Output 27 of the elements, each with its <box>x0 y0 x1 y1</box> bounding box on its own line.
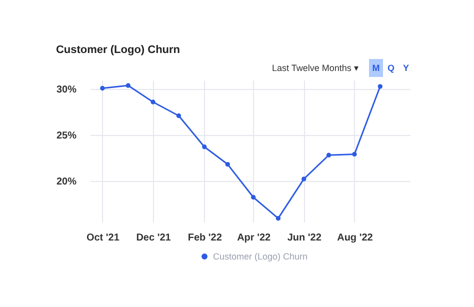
point <box>126 83 130 88</box>
y-tick-label: 20% <box>56 176 77 188</box>
point <box>100 86 105 91</box>
point <box>150 100 156 104</box>
x-tick-label: Jun '22 <box>287 232 322 244</box>
legend-label: Customer (Logo) Churn <box>213 252 308 262</box>
point <box>326 152 332 158</box>
x-tick-label: Aug '22 <box>337 232 374 244</box>
point <box>225 162 230 167</box>
y-tick-label: 30% <box>56 84 77 96</box>
point <box>176 113 182 118</box>
text: Y <box>402 63 410 73</box>
point <box>302 176 306 182</box>
x-tick-label: Apr '22 <box>237 232 271 244</box>
x-tick-label: Oct '21 <box>86 232 120 244</box>
x-tick-label: Dec '21 <box>136 232 172 244</box>
point <box>250 194 256 200</box>
point <box>378 84 382 89</box>
text: Last Twelve Months ▾ <box>272 63 359 73</box>
point <box>352 152 357 157</box>
x-tick-label: Feb '22 <box>188 232 222 244</box>
text: M <box>372 63 380 73</box>
text: Q <box>387 63 395 73</box>
point <box>202 144 207 150</box>
y-tick-label: 25% <box>56 130 77 142</box>
chart-title: Customer (Logo) Churn <box>56 44 180 56</box>
point <box>276 216 281 221</box>
